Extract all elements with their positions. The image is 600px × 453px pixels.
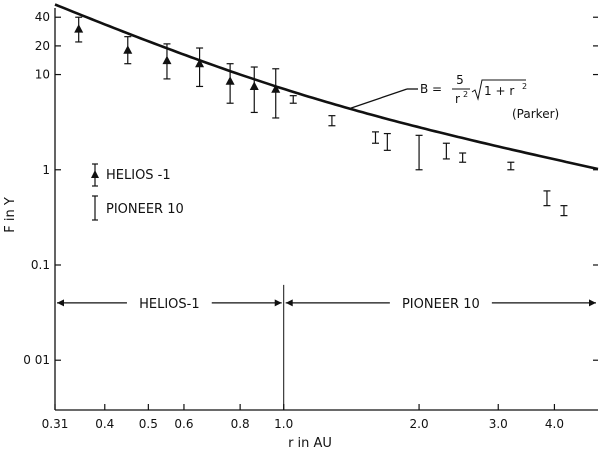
x-tick-label: 0.6 (174, 417, 193, 431)
x-tick-label: 4.0 (545, 417, 564, 431)
formula-denominator-exp: 2 (463, 90, 468, 99)
formula-annotation: B = 5 r 2 1 + r 2 (Parker) (349, 73, 559, 121)
pioneer-point (442, 142, 450, 160)
region-label: HELIOS-1 (139, 297, 200, 312)
pioneer-point (507, 161, 515, 171)
formula-denominator: r (455, 92, 460, 106)
x-tick-label: 0.8 (231, 417, 250, 431)
legend-pioneer-marker (92, 195, 98, 221)
pioneer-point (560, 205, 568, 217)
formula-root-body: 1 + r (484, 84, 514, 98)
region-label: PIONEER 10 (402, 297, 480, 312)
helios-point (74, 16, 84, 43)
arrowhead-left (285, 299, 293, 307)
pioneer-point (328, 115, 336, 127)
formula-root-exp: 2 (522, 82, 527, 91)
y-tick-label: 10 (35, 68, 50, 82)
x-axis-label: r in AU (288, 436, 332, 451)
y-tick-label: 40 (35, 10, 50, 24)
x-tick-label: 3.0 (489, 417, 508, 431)
legend-pioneer-label: PIONEER 10 (106, 202, 184, 217)
y-tick-label: 0 01 (23, 353, 50, 367)
pioneer-point (459, 152, 467, 163)
x-tick-label: 0.31 (42, 417, 69, 431)
y-tick-label: 0.1 (31, 258, 50, 272)
formula-radical (471, 79, 526, 101)
formula-pointer (349, 88, 408, 110)
helios-point (249, 66, 259, 114)
arrowhead-right (589, 299, 596, 307)
pioneer-point (371, 131, 379, 144)
formula-numerator: 5 (456, 73, 464, 87)
pioneer-point (383, 132, 391, 151)
pioneer-point (289, 95, 297, 104)
helios-point (123, 36, 133, 65)
parker-curve (54, 3, 599, 171)
helios-point (271, 68, 281, 119)
y-tick-label: 1 (42, 163, 50, 177)
formula-source: (Parker) (512, 107, 559, 121)
x-tick-label: 0.4 (95, 417, 114, 431)
pioneer-point (543, 190, 551, 207)
helios-point (225, 63, 235, 104)
x-tick-label: 2.0 (410, 417, 429, 431)
helios-point (162, 43, 172, 80)
formula-prefix: B = (420, 82, 442, 96)
helios-point (195, 47, 205, 88)
x-tick-label: 1.0 (274, 417, 293, 431)
x-tick-label: 0.5 (139, 417, 158, 431)
legend-helios-label: HELIOS -1 (106, 168, 171, 183)
arrowhead-left (57, 299, 64, 307)
legend: HELIOS -1 PIONEER 10 (91, 163, 184, 221)
y-tick-label: 20 (35, 39, 50, 53)
arrowhead-right (274, 299, 282, 307)
pioneer-point (415, 134, 423, 171)
legend-helios-marker (91, 163, 99, 187)
y-axis-label: F in Y (3, 197, 18, 233)
